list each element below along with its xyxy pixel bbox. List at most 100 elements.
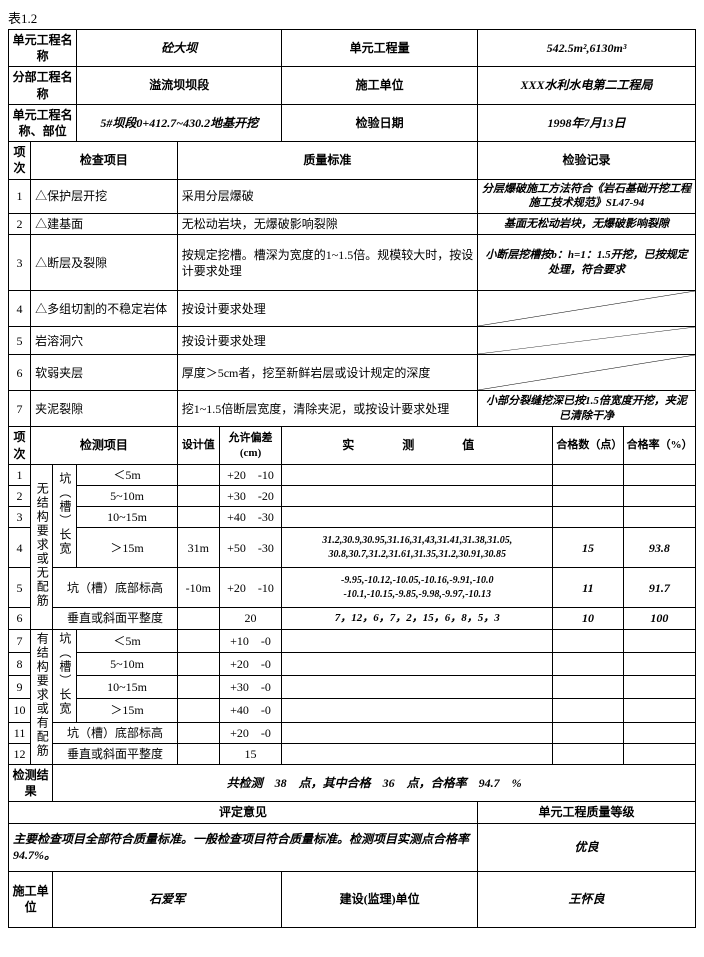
col-pn: 合格数（点）	[553, 427, 623, 464]
cell: 100	[623, 608, 695, 629]
cell: 采用分层爆破	[177, 179, 477, 214]
eval-lbl: 评定意见	[9, 802, 478, 823]
cell: 夹泥裂隙	[31, 391, 178, 427]
cat2: 有结构要求或有配筋	[31, 629, 53, 765]
cell: 坑（槽）底部标高	[53, 568, 178, 608]
cell: 7	[9, 391, 31, 427]
cell: 6	[9, 608, 31, 629]
hdr-val: 1998年7月13日	[478, 104, 696, 141]
res-val: 共检测 38 点，其中合格 36 点，合格率 94.7 %	[53, 765, 696, 802]
cell: 3	[9, 235, 31, 291]
cell: +10 -0	[219, 629, 281, 652]
cell	[623, 464, 695, 485]
col-dv: 设计值	[177, 427, 219, 464]
hdr-val: XXX水利水电第二工程局	[478, 67, 696, 104]
cell: 10~15m	[77, 507, 177, 528]
cell: 7	[9, 629, 31, 652]
cell: 8	[9, 652, 31, 675]
hdr-lbl: 单元工程名称、部位	[9, 104, 77, 141]
grade-lbl: 单元工程质量等级	[478, 802, 696, 823]
cell: 7，12，6，7，2，15，6，8，5，3	[282, 608, 553, 629]
cell: 小部分裂缝挖深已按1.5倍宽度开挖，夹泥已清除干净	[478, 391, 696, 427]
cat1: 无结构要求或无配筋	[31, 464, 53, 629]
cell: +40 -30	[219, 507, 281, 528]
cell: +20 -10	[219, 464, 281, 485]
cell: 10	[9, 699, 31, 722]
cell: 按设计要求处理	[177, 327, 477, 355]
cell: 15	[553, 528, 623, 568]
hdr-val: 溢流坝坝段	[77, 67, 282, 104]
cell	[177, 464, 219, 485]
cell: 5	[9, 327, 31, 355]
cell: 岩溶洞穴	[31, 327, 178, 355]
cell: 10	[553, 608, 623, 629]
hdr-lbl: 分部工程名称	[9, 67, 77, 104]
cell: 12	[9, 743, 31, 764]
sig2-val: 王怀良	[478, 871, 696, 927]
col-tol: 允许偏差(cm)	[219, 427, 281, 464]
diag-cell	[478, 291, 696, 327]
cell: 挖1~1.5倍断层宽度，清除夹泥，或按设计要求处理	[177, 391, 477, 427]
cell: 4	[9, 291, 31, 327]
cell: 3	[9, 507, 31, 528]
cell: 20	[219, 608, 281, 629]
cell: 按设计要求处理	[177, 291, 477, 327]
cell: -9.95,-10.12,-10.05,-10.16,-9.91,-10.0 -…	[282, 568, 553, 608]
cell: ＞15m	[77, 699, 177, 722]
eval-val: 主要检查项目全部符合质量标准。一般检查项目符合质量标准。检测项目实测点合格率94…	[9, 823, 478, 871]
cell: 10~15m	[77, 676, 177, 699]
table-number: 表1.2	[8, 8, 696, 27]
cell: 4	[9, 528, 31, 568]
sig2-lbl: 建设(监理)单位	[282, 871, 478, 927]
cell: 坑（槽）底部标高	[53, 722, 178, 743]
cell: 厚度＞5cm者，挖至新鲜岩层或设计规定的深度	[177, 355, 477, 391]
cell: 小断层挖槽按b：h=1：1.5开挖，已按规定处理，符合要求	[478, 235, 696, 291]
cell: 垂直或斜面平整度	[53, 743, 178, 764]
cell: +50 -30	[219, 528, 281, 568]
cell: 11	[553, 568, 623, 608]
col-rec: 检验记录	[478, 142, 696, 179]
diag-cell	[478, 355, 696, 391]
cell: 5~10m	[77, 652, 177, 675]
col-item: 检查项目	[31, 142, 178, 179]
cell: 分层爆破施工方法符合《岩石基础开挖工程施工技术规范》SL47-94	[478, 179, 696, 214]
cell: +20 -10	[219, 568, 281, 608]
cell: 9	[9, 676, 31, 699]
main-table: 单元工程名称 砼大坝 单元工程量 542.5m²,6130m³ 分部工程名称 溢…	[8, 29, 696, 928]
cell: 93.8	[623, 528, 695, 568]
cell: +40 -0	[219, 699, 281, 722]
cell: 2	[9, 485, 31, 506]
cell: 按规定挖槽。槽深为宽度的1~1.5倍。规模较大时，按设计要求处理	[177, 235, 477, 291]
cell: +20 -0	[219, 652, 281, 675]
cell: +30 -0	[219, 676, 281, 699]
cell: 垂直或斜面平整度	[53, 608, 178, 629]
col-no: 项次	[9, 142, 31, 179]
hdr-lbl: 检验日期	[282, 104, 478, 141]
res-lbl: 检测结果	[9, 765, 53, 802]
hdr-lbl: 单元工程名称	[9, 30, 77, 67]
cell: 91.7	[623, 568, 695, 608]
col-no: 项次	[9, 427, 31, 464]
cell: 5~10m	[77, 485, 177, 506]
cell: 基面无松动岩块，无爆破影响裂隙	[478, 214, 696, 235]
hdr-val: 5#坝段0+412.7~430.2地基开挖	[77, 104, 282, 141]
cell: 2	[9, 214, 31, 235]
cell: △建基面	[31, 214, 178, 235]
hdr-lbl: 施工单位	[282, 67, 478, 104]
cell: -10m	[177, 568, 219, 608]
cell	[282, 464, 553, 485]
col-pr: 合格率（%）	[623, 427, 695, 464]
cell	[553, 464, 623, 485]
col-std: 质量标准	[177, 142, 477, 179]
diag-cell	[478, 327, 696, 355]
cell: △多组切割的不稳定岩体	[31, 291, 178, 327]
cell: 无松动岩块，无爆破影响裂隙	[177, 214, 477, 235]
col-mv: 实 测 值	[282, 427, 553, 464]
cell: 6	[9, 355, 31, 391]
cell: ＜5m	[77, 629, 177, 652]
cell: 5	[9, 568, 31, 608]
cell: +20 -0	[219, 722, 281, 743]
cell: +30 -20	[219, 485, 281, 506]
sig1-val: 石爱军	[53, 871, 282, 927]
grade-val: 优良	[478, 823, 696, 871]
